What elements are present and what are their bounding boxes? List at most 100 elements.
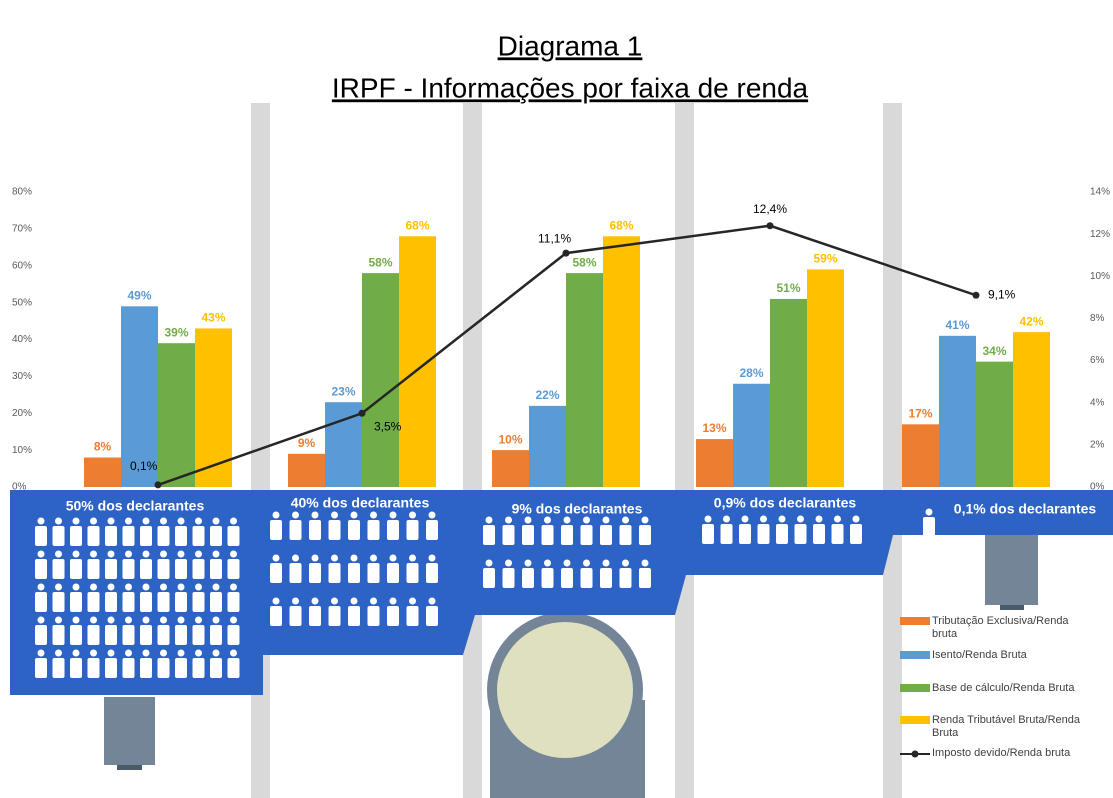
person-head	[195, 584, 202, 591]
person-head	[125, 617, 132, 624]
y2-tick-label: 8%	[1090, 313, 1105, 324]
bar	[362, 273, 399, 487]
person-head	[292, 512, 299, 519]
person-head	[73, 584, 80, 591]
chart-title: Diagrama 1	[498, 30, 643, 61]
line-label: 3,5%	[374, 419, 402, 433]
legend-swatch	[900, 617, 930, 625]
bar	[733, 384, 770, 487]
person-head	[370, 598, 377, 605]
person-head	[525, 517, 532, 524]
person-body	[35, 592, 47, 612]
value-label: 43%	[201, 311, 225, 325]
person-head	[90, 617, 97, 624]
person-body	[522, 525, 534, 545]
person-body	[426, 606, 438, 626]
person-body	[123, 658, 135, 678]
person-head	[331, 598, 338, 605]
person-head	[178, 584, 185, 591]
person-head	[642, 560, 649, 567]
person-head	[90, 650, 97, 657]
person-head	[926, 509, 933, 516]
category-label: 40% dos declarantes	[291, 495, 430, 511]
y-tick-label: 40%	[12, 334, 32, 345]
line-label: 11,1%	[538, 231, 571, 245]
value-label: 68%	[405, 218, 429, 232]
bar	[603, 236, 640, 487]
person-head	[90, 518, 97, 525]
value-label: 9%	[298, 436, 316, 450]
person-head	[195, 551, 202, 558]
value-label: 8%	[94, 440, 112, 454]
person-head	[108, 518, 115, 525]
person-body	[140, 559, 152, 579]
person-head	[195, 650, 202, 657]
y-tick-label: 80%	[12, 187, 32, 198]
person-head	[312, 555, 319, 562]
person-head	[213, 551, 220, 558]
person-body	[503, 568, 515, 588]
y-tick-label: 30%	[12, 371, 32, 382]
person-head	[583, 517, 590, 524]
person-head	[390, 555, 397, 562]
person-body	[88, 592, 100, 612]
legend-line: Tributação Exclusiva/Renda	[932, 615, 1069, 627]
person-body	[53, 559, 65, 579]
person-head	[331, 512, 338, 519]
person-body	[923, 517, 935, 537]
person-body	[600, 525, 612, 545]
person-head	[55, 518, 62, 525]
person-body	[193, 559, 205, 579]
person-body	[483, 525, 495, 545]
person-head	[160, 584, 167, 591]
person-body	[70, 625, 82, 645]
person-head	[351, 598, 358, 605]
person-head	[642, 517, 649, 524]
bar	[770, 299, 807, 487]
person-head	[797, 516, 804, 523]
person-head	[195, 617, 202, 624]
pillar-base	[1000, 605, 1024, 610]
person-body	[348, 563, 360, 583]
legend-line: bruta	[932, 628, 958, 640]
line-marker	[767, 222, 774, 229]
person-head	[230, 650, 237, 657]
person-head	[55, 650, 62, 657]
person-head	[370, 555, 377, 562]
person-body	[407, 563, 419, 583]
person-head	[816, 516, 823, 523]
pillar	[985, 535, 1038, 605]
person-body	[739, 524, 751, 544]
person-head	[390, 512, 397, 519]
person-head	[723, 516, 730, 523]
person-body	[581, 568, 593, 588]
person-body	[850, 524, 862, 544]
person-body	[503, 525, 515, 545]
person-head	[779, 516, 786, 523]
person-body	[53, 658, 65, 678]
person-body	[123, 625, 135, 645]
person-head	[230, 551, 237, 558]
person-body	[309, 520, 321, 540]
value-label: 51%	[776, 281, 800, 295]
person-body	[426, 563, 438, 583]
value-label: 41%	[945, 318, 969, 332]
person-body	[105, 625, 117, 645]
value-label: 39%	[164, 325, 188, 339]
bar	[807, 269, 844, 487]
person-body	[600, 568, 612, 588]
person-body	[776, 524, 788, 544]
person-body	[35, 658, 47, 678]
person-head	[564, 517, 571, 524]
y2-tick-label: 4%	[1090, 397, 1105, 408]
person-body	[561, 568, 573, 588]
person-body	[348, 606, 360, 626]
person-head	[38, 551, 45, 558]
person-body	[309, 606, 321, 626]
person-head	[525, 560, 532, 567]
person-body	[561, 525, 573, 545]
y2-tick-label: 2%	[1090, 439, 1105, 450]
person-head	[160, 650, 167, 657]
person-body	[228, 592, 240, 612]
person-head	[312, 512, 319, 519]
